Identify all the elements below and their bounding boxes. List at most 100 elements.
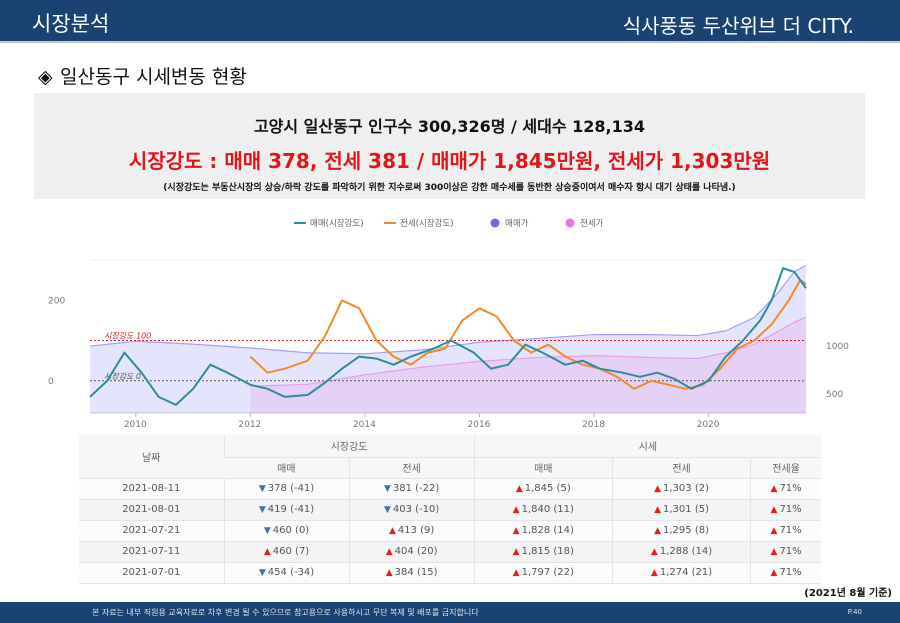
value-cell: ▲ 1,288 (14) bbox=[611, 541, 751, 563]
header-bar: 시장분석 식사풍동 두산위브 더 CITY. bbox=[0, 0, 900, 43]
page-number: P.40 bbox=[847, 608, 862, 616]
arrow-up-icon: ▲ bbox=[263, 547, 271, 557]
value-text: 460 (0) bbox=[272, 525, 310, 536]
strength-line: 시장강도 : 매매 378, 전세 381 / 매매가 1,845만원, 전세가… bbox=[128, 149, 771, 173]
value-cell: ▲ 1,828 (14) bbox=[473, 520, 613, 542]
arrow-down-icon: ▼ bbox=[263, 526, 271, 536]
value-cell: ▼ 378 (-41) bbox=[223, 478, 350, 500]
arrow-down-icon: ▼ bbox=[383, 505, 391, 515]
price-chart: 시장강도 100 시장강도 0 200 0 1000 500 2010 2012 2014 201… bbox=[34, 205, 865, 433]
arrow-up-icon: ▲ bbox=[650, 568, 658, 578]
population-line: 고양시 일산동구 인구수 300,326명 / 세대수 128,134 bbox=[253, 117, 646, 136]
value-cell: ▲ 71% bbox=[750, 562, 821, 584]
arrow-up-icon: ▲ bbox=[654, 484, 662, 494]
value-text: 71% bbox=[779, 525, 802, 536]
diamond-bullet-icon: ◈ bbox=[38, 66, 53, 88]
arrow-up-icon: ▲ bbox=[385, 547, 393, 557]
value-cell: ▲ 71% bbox=[750, 478, 821, 500]
note-line: (시장강도는 부동산시장의 상승/하락 강도를 파악하기 위한 지수로써 300… bbox=[163, 183, 736, 193]
arrow-down-icon: ▼ bbox=[258, 568, 266, 578]
value-cell: ▲ 1,840 (11) bbox=[473, 499, 613, 521]
footer-note: 본 자료는 내부 직원용 교육자료로 차후 변경 될 수 있으므로 참고용으로 … bbox=[92, 608, 479, 617]
value-text: 1,274 (21) bbox=[659, 567, 713, 578]
value-cell: ▲ 413 (9) bbox=[348, 520, 475, 542]
value-cell: ▲ 460 (7) bbox=[223, 541, 350, 563]
sale-price-series-line bbox=[89, 264, 807, 355]
table-row: 2021-08-01 ▼ 419 (-41) ▼ 403 (-10) ▲ 1,840 (11… bbox=[79, 499, 821, 521]
page-subtitle: ◈ 일산동구 시세변동 현황 bbox=[38, 62, 247, 89]
value-text: 71% bbox=[779, 546, 802, 557]
subheader-cell: 전세 bbox=[348, 457, 475, 479]
value-text: 1,288 (14) bbox=[659, 546, 713, 557]
jeonse-price-series-area bbox=[250, 317, 806, 413]
legend-label: 전세가 bbox=[580, 218, 604, 229]
value-text: 71% bbox=[779, 483, 802, 494]
arrow-up-icon: ▲ bbox=[770, 505, 778, 515]
x-axis-tick: 2014 bbox=[353, 420, 376, 430]
arrow-up-icon: ▲ bbox=[654, 505, 662, 515]
arrow-up-icon: ▲ bbox=[770, 547, 778, 557]
value-text: 1,301 (5) bbox=[663, 504, 709, 515]
legend-dot-icon bbox=[490, 218, 500, 228]
right-axis-tick: 500 bbox=[826, 390, 843, 400]
table-row: 2021-07-11 ▲ 460 (7) ▲ 404 (20) ▲ 1,815 (18) ▲ 1… bbox=[79, 541, 821, 563]
x-axis-tick: 2012 bbox=[238, 420, 261, 430]
value-cell: ▼ 381 (-22) bbox=[348, 478, 475, 500]
date-cell: 2021-07-21 bbox=[79, 520, 224, 542]
value-text: 1,840 (11) bbox=[521, 504, 574, 515]
sale-price-series-area bbox=[90, 265, 806, 413]
arrow-up-icon: ▲ bbox=[388, 526, 396, 536]
value-cell: ▲ 1,303 (2) bbox=[611, 478, 751, 500]
left-axis-tick: 200 bbox=[48, 296, 65, 306]
arrow-up-icon: ▲ bbox=[512, 526, 520, 536]
left-axis-tick: 0 bbox=[48, 377, 54, 387]
value-text: 71% bbox=[779, 567, 802, 578]
value-cell: ▼ 454 (-34) bbox=[223, 562, 350, 584]
value-text: 1,797 (22) bbox=[521, 567, 574, 578]
value-text: 454 (-34) bbox=[267, 567, 315, 578]
subheader-cell: 매매 bbox=[224, 457, 350, 479]
value-cell: ▲ 1,845 (5) bbox=[473, 478, 613, 500]
value-text: 384 (15) bbox=[394, 567, 438, 578]
jeonse-price-series-line bbox=[250, 316, 807, 387]
value-text: 1,815 (18) bbox=[521, 546, 574, 557]
price-table-wrap: 날짜 시장강도 시세 매매 전세 매매 전세 전세율 2021-08-11 ▼ 37… bbox=[79, 435, 821, 584]
value-text: 378 (-41) bbox=[267, 483, 315, 494]
value-cell: ▲ 71% bbox=[750, 541, 821, 563]
value-text: 1,303 (2) bbox=[663, 483, 709, 494]
date-cell: 2021-08-01 bbox=[79, 499, 224, 521]
subtitle-text: 일산동구 시세변동 현황 bbox=[60, 66, 247, 88]
arrow-down-icon: ▼ bbox=[258, 484, 266, 494]
legend-dot-icon bbox=[565, 218, 575, 228]
value-text: 1,845 (5) bbox=[524, 483, 571, 494]
sale-strength-series bbox=[89, 267, 807, 406]
legend-label: 매매가 bbox=[505, 219, 529, 229]
value-cell: ▲ 71% bbox=[750, 520, 821, 542]
header-strength-group: 시장강도 bbox=[223, 435, 475, 458]
table-row: 2021-07-01 ▼ 454 (-34) ▲ 384 (15) ▲ 1,797 (22)… bbox=[79, 562, 821, 584]
table-row: 2021-07-21 ▼ 460 (0) ▲ 413 (9) ▲ 1,828 (14) ▲ 1,… bbox=[79, 520, 821, 542]
table-body: 2021-08-11 ▼ 378 (-41) ▼ 381 (-22) ▲ 1,845 (5)… bbox=[79, 478, 821, 584]
date-cell: 2021-07-01 bbox=[79, 562, 224, 584]
arrow-down-icon: ▼ bbox=[258, 505, 266, 515]
legend-label: 매매(시장강도) bbox=[310, 218, 364, 229]
value-cell: ▲ 404 (20) bbox=[348, 541, 475, 563]
arrow-up-icon: ▲ bbox=[512, 547, 520, 557]
reference-label: 시장강도 100 bbox=[104, 332, 151, 341]
arrow-up-icon: ▲ bbox=[512, 568, 520, 578]
date-cell: 2021-07-11 bbox=[79, 541, 224, 563]
right-axis-tick: 1000 bbox=[826, 342, 849, 352]
price-table: 날짜 시장강도 시세 매매 전세 매매 전세 전세율 2021-08-11 ▼ 37… bbox=[79, 435, 821, 584]
header-date: 날짜 bbox=[79, 435, 224, 479]
arrow-up-icon: ▲ bbox=[770, 526, 778, 536]
reference-label: 시장강도 0 bbox=[104, 372, 141, 381]
value-text: 419 (-41) bbox=[267, 504, 315, 515]
arrow-down-icon: ▼ bbox=[383, 484, 391, 494]
value-cell: ▼ 403 (-10) bbox=[348, 499, 475, 521]
value-text: 1,828 (14) bbox=[521, 525, 574, 536]
subheader-cell: 전세율 bbox=[750, 457, 821, 479]
table-row: 2021-08-11 ▼ 378 (-41) ▼ 381 (-22) ▲ 1,845 (5)… bbox=[79, 478, 821, 500]
value-cell: ▲ 384 (15) bbox=[348, 562, 475, 584]
footer-bar: 본 자료는 내부 직원용 교육자료로 차후 변경 될 수 있으므로 참고용으로 … bbox=[0, 602, 900, 623]
project-title: 식사풍동 두산위브 더 CITY. bbox=[622, 14, 854, 38]
